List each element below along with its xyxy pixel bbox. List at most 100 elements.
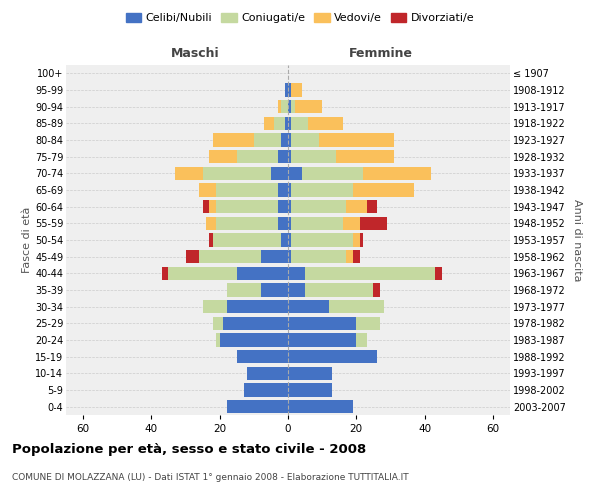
Bar bbox=[288, 200, 292, 213]
Bar bbox=[216, 200, 278, 213]
Bar bbox=[288, 400, 353, 413]
Bar bbox=[292, 216, 343, 230]
Bar bbox=[288, 100, 292, 114]
Bar bbox=[343, 216, 360, 230]
Bar bbox=[237, 266, 288, 280]
Bar bbox=[288, 116, 292, 130]
Bar bbox=[203, 300, 227, 314]
Bar bbox=[288, 166, 302, 180]
Bar bbox=[288, 384, 332, 396]
Bar bbox=[288, 300, 329, 314]
Bar bbox=[199, 184, 216, 196]
Bar bbox=[356, 334, 367, 346]
Bar bbox=[288, 250, 292, 264]
Bar bbox=[227, 400, 288, 413]
Bar bbox=[264, 116, 274, 130]
Text: Popolazione per età, sesso e stato civile - 2008: Popolazione per età, sesso e stato civil… bbox=[12, 442, 366, 456]
Bar bbox=[213, 316, 223, 330]
Bar bbox=[281, 100, 288, 114]
Bar bbox=[209, 234, 213, 246]
Bar bbox=[216, 216, 278, 230]
Y-axis label: Fasce di età: Fasce di età bbox=[22, 207, 32, 273]
Bar bbox=[346, 200, 367, 213]
Bar bbox=[161, 266, 169, 280]
Bar bbox=[288, 366, 332, 380]
Bar bbox=[175, 166, 203, 180]
Bar bbox=[227, 300, 288, 314]
Bar bbox=[247, 366, 288, 380]
Bar bbox=[288, 134, 292, 146]
Bar bbox=[292, 84, 302, 96]
Bar bbox=[281, 134, 288, 146]
Bar bbox=[278, 216, 288, 230]
Bar bbox=[199, 250, 260, 264]
Bar bbox=[360, 216, 387, 230]
Bar bbox=[288, 266, 305, 280]
Bar bbox=[308, 116, 343, 130]
Bar bbox=[278, 150, 288, 164]
Bar bbox=[305, 266, 435, 280]
Bar bbox=[356, 316, 380, 330]
Bar bbox=[216, 334, 220, 346]
Bar bbox=[288, 150, 292, 164]
Bar bbox=[363, 166, 431, 180]
Bar bbox=[260, 250, 288, 264]
Text: Femmine: Femmine bbox=[349, 47, 413, 60]
Bar bbox=[216, 184, 278, 196]
Bar bbox=[288, 234, 292, 246]
Bar bbox=[288, 84, 292, 96]
Bar bbox=[435, 266, 442, 280]
Y-axis label: Anni di nascita: Anni di nascita bbox=[572, 198, 583, 281]
Bar bbox=[169, 266, 237, 280]
Bar bbox=[288, 316, 356, 330]
Bar bbox=[292, 250, 346, 264]
Bar bbox=[336, 150, 394, 164]
Bar bbox=[206, 216, 216, 230]
Bar bbox=[213, 234, 281, 246]
Bar bbox=[278, 184, 288, 196]
Bar bbox=[292, 200, 346, 213]
Bar bbox=[284, 116, 288, 130]
Bar bbox=[292, 100, 295, 114]
Legend: Celibi/Nubili, Coniugati/e, Vedovi/e, Divorziati/e: Celibi/Nubili, Coniugati/e, Vedovi/e, Di… bbox=[121, 8, 479, 28]
Bar bbox=[278, 100, 281, 114]
Bar bbox=[292, 134, 319, 146]
Bar bbox=[209, 200, 216, 213]
Bar bbox=[288, 216, 292, 230]
Bar bbox=[288, 284, 305, 296]
Bar bbox=[237, 150, 278, 164]
Bar bbox=[288, 184, 292, 196]
Bar bbox=[260, 284, 288, 296]
Text: Maschi: Maschi bbox=[170, 47, 219, 60]
Bar bbox=[305, 284, 373, 296]
Bar bbox=[271, 166, 288, 180]
Bar bbox=[244, 384, 288, 396]
Bar bbox=[292, 234, 353, 246]
Bar bbox=[213, 134, 254, 146]
Bar bbox=[288, 334, 356, 346]
Bar bbox=[203, 200, 209, 213]
Bar bbox=[353, 184, 415, 196]
Bar bbox=[319, 134, 394, 146]
Bar bbox=[292, 116, 308, 130]
Bar bbox=[185, 250, 199, 264]
Bar bbox=[292, 184, 353, 196]
Bar bbox=[373, 284, 380, 296]
Bar bbox=[353, 234, 360, 246]
Bar bbox=[353, 250, 360, 264]
Bar bbox=[223, 316, 288, 330]
Bar bbox=[292, 150, 336, 164]
Text: COMUNE DI MOLAZZANA (LU) - Dati ISTAT 1° gennaio 2008 - Elaborazione TUTTITALIA.: COMUNE DI MOLAZZANA (LU) - Dati ISTAT 1°… bbox=[12, 472, 409, 482]
Bar bbox=[220, 334, 288, 346]
Bar bbox=[237, 350, 288, 364]
Bar bbox=[346, 250, 353, 264]
Bar bbox=[302, 166, 363, 180]
Bar bbox=[278, 200, 288, 213]
Bar bbox=[329, 300, 383, 314]
Bar bbox=[274, 116, 284, 130]
Bar bbox=[288, 350, 377, 364]
Bar bbox=[284, 84, 288, 96]
Bar bbox=[360, 234, 363, 246]
Bar bbox=[254, 134, 281, 146]
Bar bbox=[203, 166, 271, 180]
